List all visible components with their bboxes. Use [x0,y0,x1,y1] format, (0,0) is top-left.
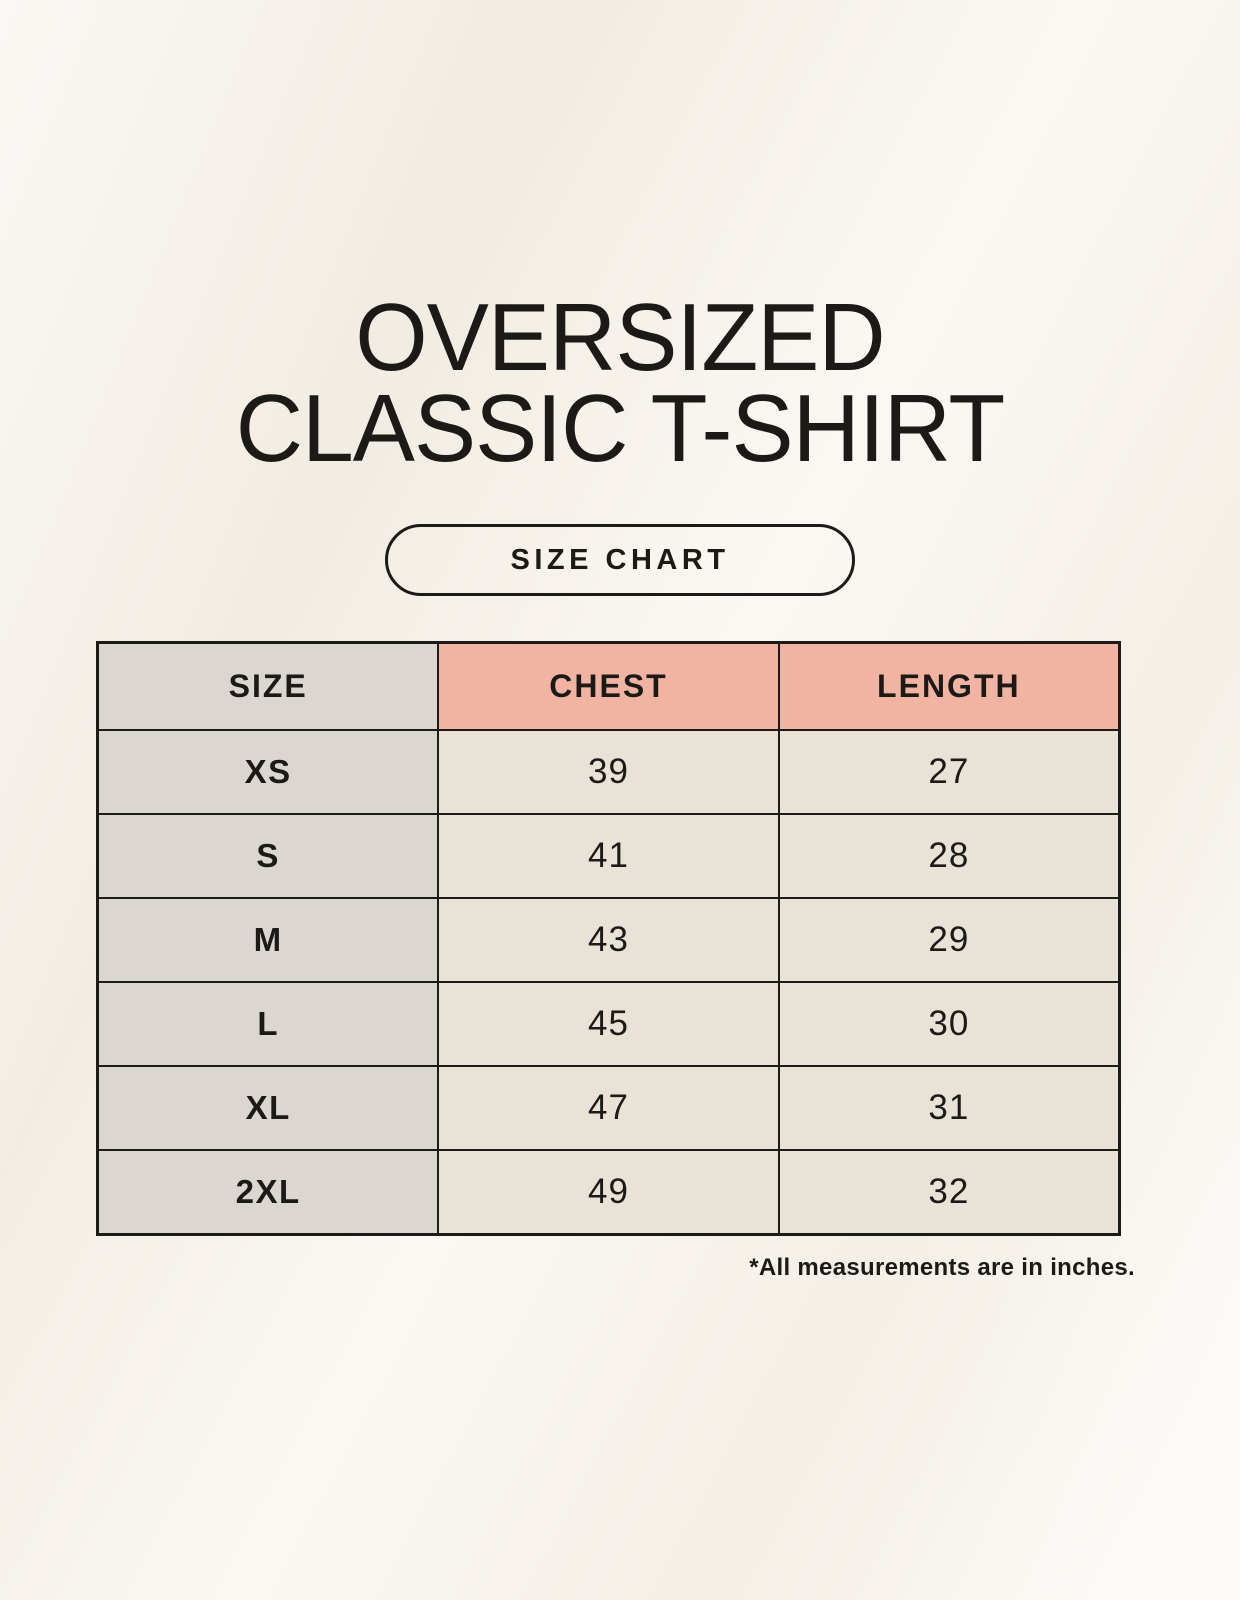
table-row: M 43 29 [96,897,1121,983]
size-cell: 2XL [96,1149,440,1236]
table-header-row: SIZE CHEST LENGTH [96,641,1121,731]
table-row: XS 39 27 [96,729,1121,815]
table-row: XL 47 31 [96,1065,1121,1151]
size-chart-button[interactable]: SIZE CHART [385,524,855,596]
length-cell: 28 [777,813,1121,899]
size-cell: L [96,981,440,1067]
length-cell: 32 [777,1149,1121,1236]
size-table: SIZE CHEST LENGTH XS 39 27 S 41 28 M 43 … [96,641,1121,1236]
header-length: LENGTH [777,641,1121,731]
chest-cell: 49 [437,1149,780,1236]
chest-cell: 41 [437,813,780,899]
length-cell: 27 [777,729,1121,815]
length-cell: 31 [777,1065,1121,1151]
chest-cell: 39 [437,729,780,815]
size-cell: XS [96,729,440,815]
header-chest: CHEST [437,641,780,731]
size-chart-button-label: SIZE CHART [510,543,730,576]
header-size: SIZE [96,641,440,731]
size-cell: S [96,813,440,899]
product-title: OVERSIZED CLASSIC T-SHIRT [19,284,1222,482]
size-cell: M [96,897,440,983]
product-title-line-1: OVERSIZED [355,284,885,391]
chest-cell: 43 [437,897,780,983]
table-row: 2XL 49 32 [96,1149,1121,1236]
length-cell: 30 [777,981,1121,1067]
size-cell: XL [96,1065,440,1151]
length-cell: 29 [777,897,1121,983]
chest-cell: 47 [437,1065,780,1151]
table-row: L 45 30 [96,981,1121,1067]
product-title-line-2: CLASSIC T-SHIRT [235,375,1006,482]
measurements-footnote: *All measurements are in inches. [749,1254,1135,1281]
table-row: S 41 28 [96,813,1121,899]
chest-cell: 45 [437,981,780,1067]
